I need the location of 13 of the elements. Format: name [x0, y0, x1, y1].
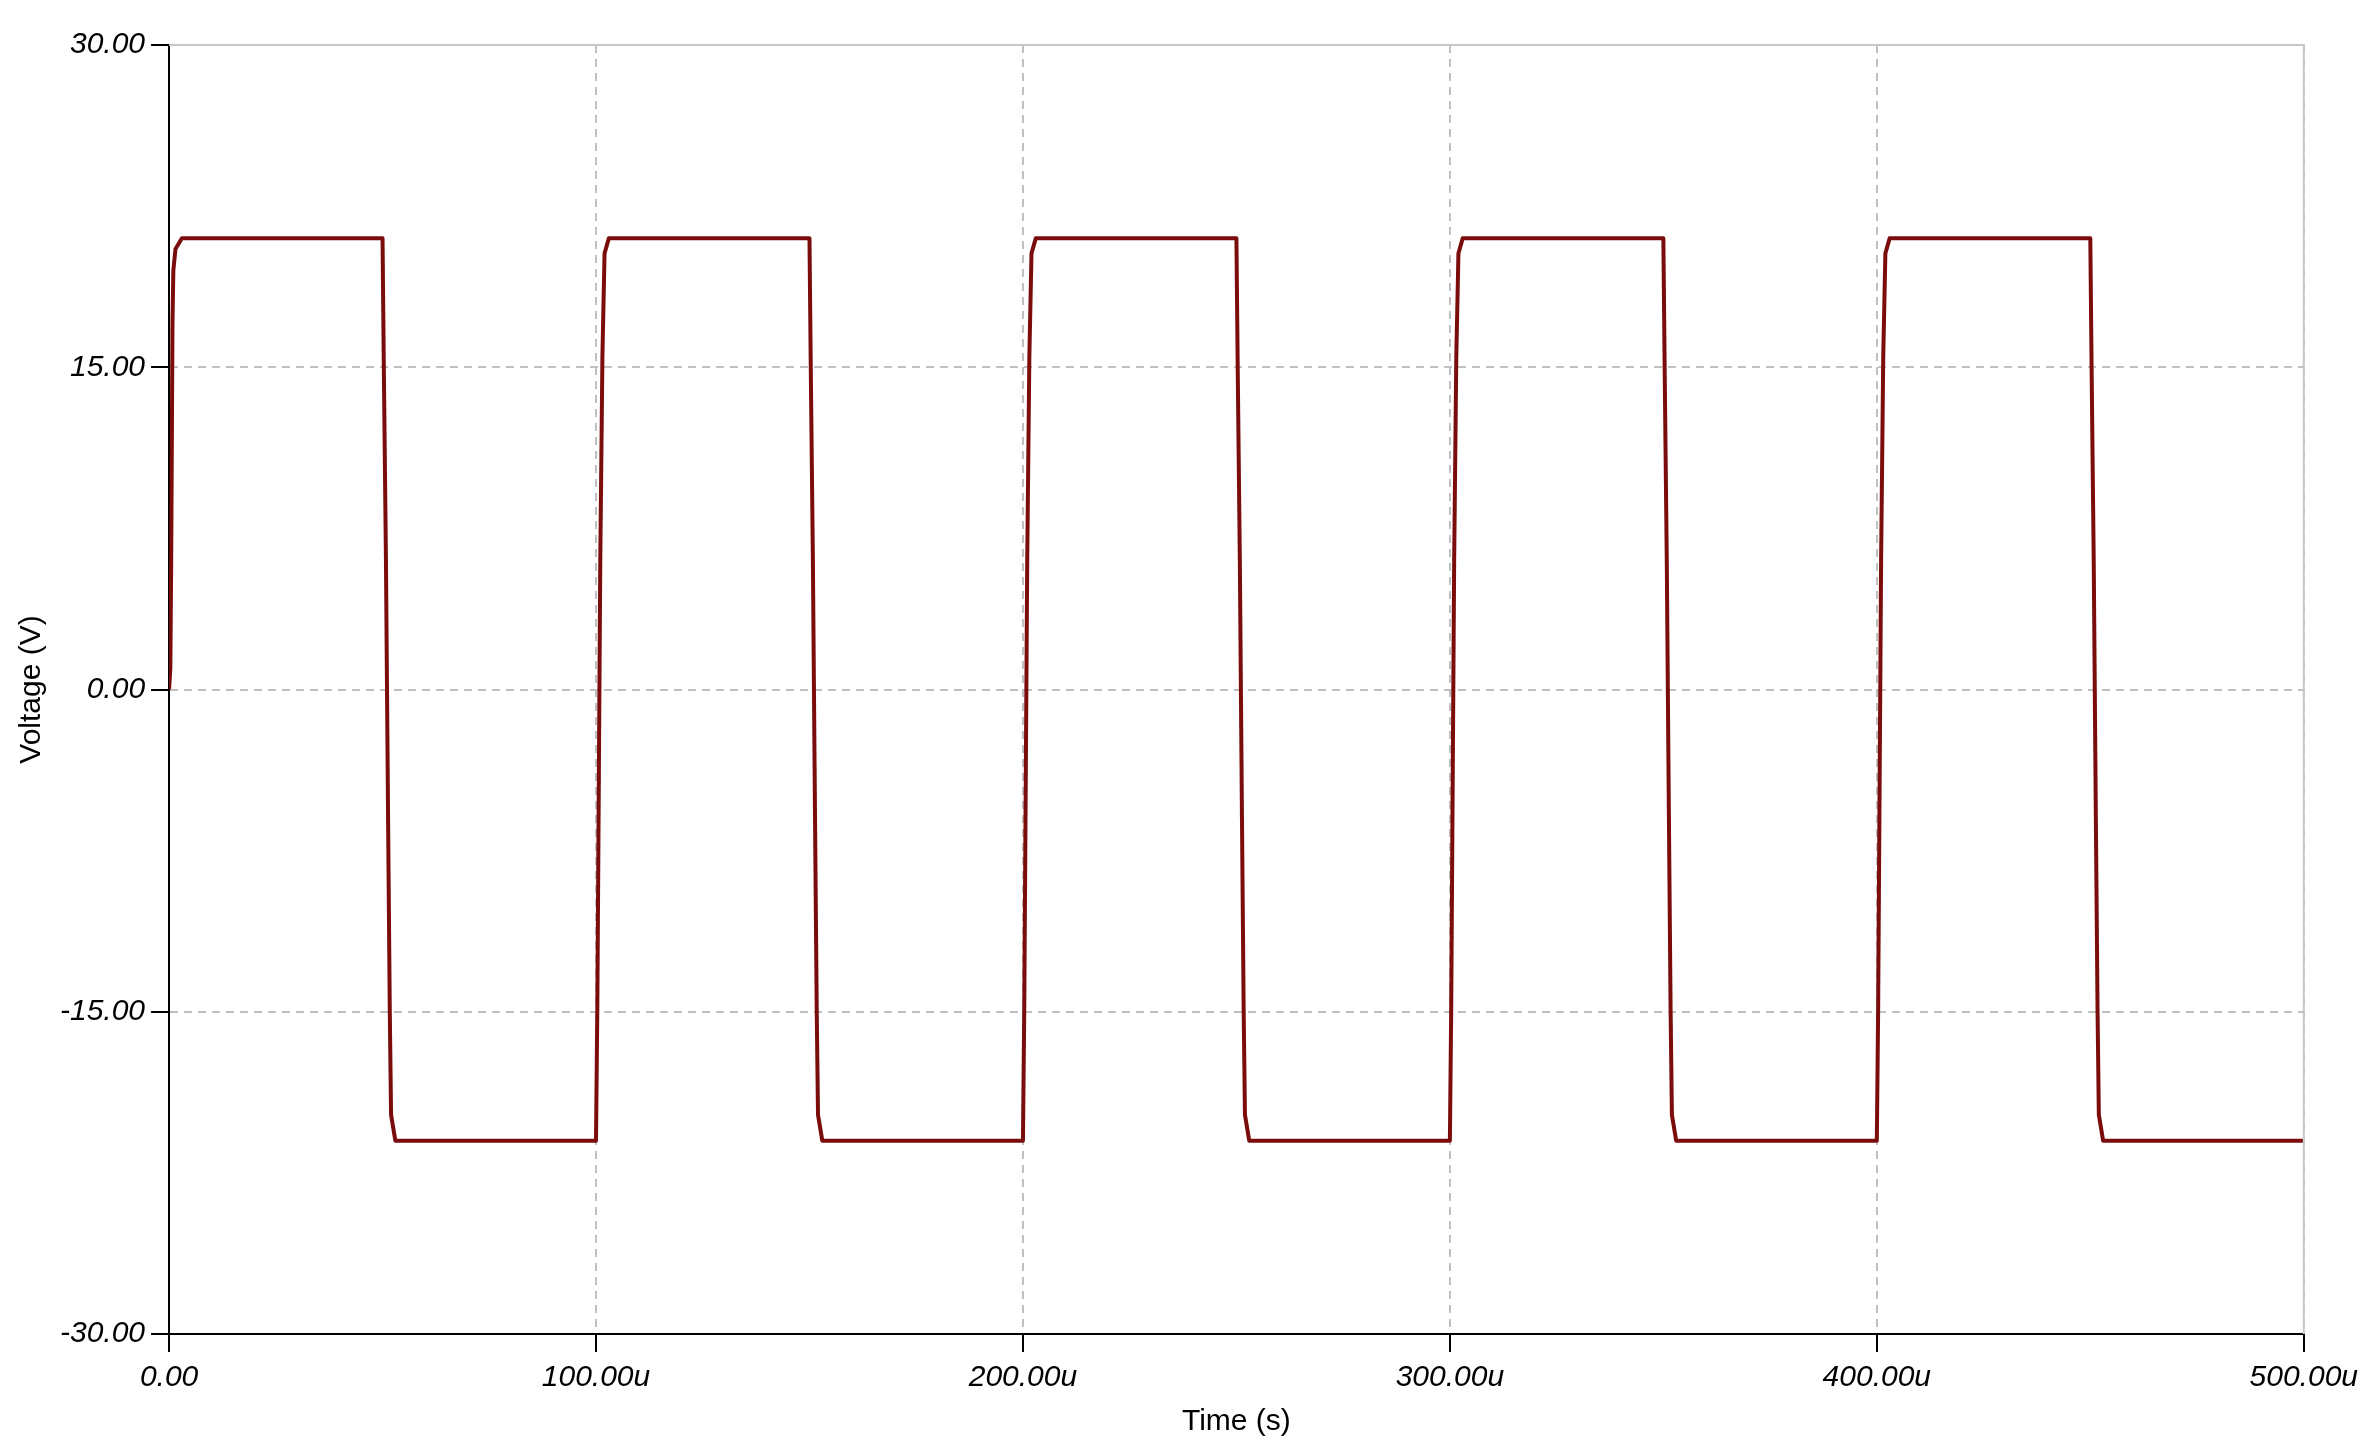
x-tick-label: 0.00: [139, 1359, 199, 1393]
y-tick-label: 0.00: [86, 670, 146, 704]
x-tick-label: 400.00u: [1822, 1359, 1932, 1393]
y-axis-title: Voltage (V): [13, 615, 47, 764]
y-tick-label: 30.00: [69, 26, 146, 60]
x-axis-title: Time (s): [1181, 1403, 1291, 1437]
y-tick-label: -30.00: [59, 1315, 146, 1349]
y-tick-label: 15.00: [69, 348, 146, 382]
x-tick-label: 300.00u: [1395, 1359, 1505, 1393]
y-tick-label: -15.00: [59, 993, 146, 1027]
x-tick-label: 100.00u: [541, 1359, 651, 1393]
x-tick-label: 500.00u: [2249, 1359, 2359, 1393]
x-tick-label: 200.00u: [967, 1359, 1078, 1393]
